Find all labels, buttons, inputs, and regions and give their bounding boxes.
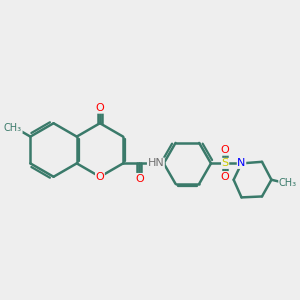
Text: O: O [221, 172, 230, 182]
Text: O: O [95, 172, 104, 182]
Text: CH₃: CH₃ [279, 178, 297, 188]
Text: O: O [95, 103, 104, 113]
Text: CH₃: CH₃ [4, 123, 22, 133]
Text: O: O [221, 145, 230, 155]
Text: HN: HN [148, 158, 164, 168]
Text: O: O [135, 173, 144, 184]
Text: S: S [222, 158, 229, 168]
Text: N: N [237, 158, 246, 168]
